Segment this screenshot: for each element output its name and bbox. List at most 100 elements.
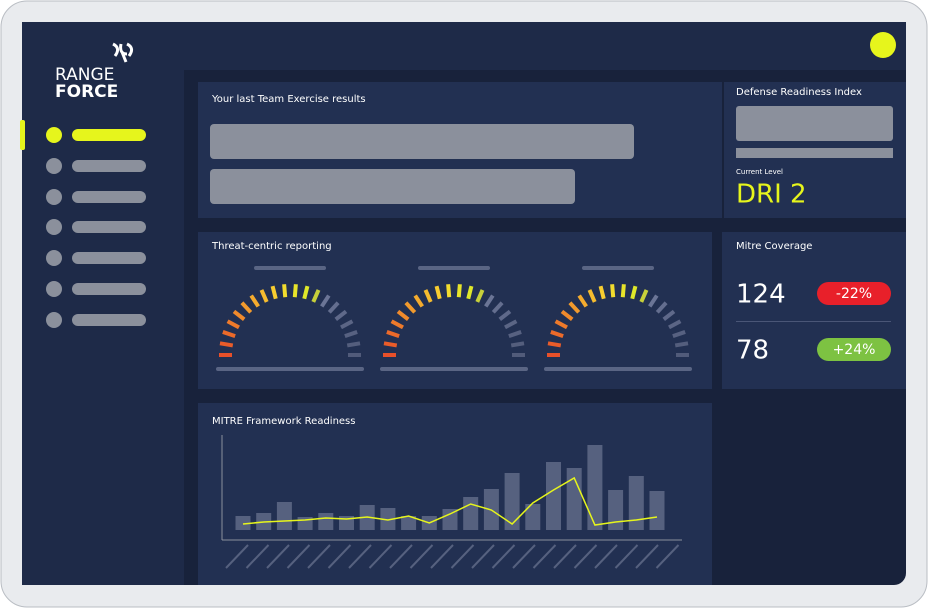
placeholder <box>254 266 326 270</box>
gauge-segment <box>668 319 682 330</box>
gauge-segment <box>423 289 433 303</box>
hatch <box>450 544 475 569</box>
hatch <box>409 544 434 569</box>
gauge-segment <box>302 285 310 300</box>
menu-label <box>72 221 146 233</box>
gauge-segment <box>259 289 269 303</box>
gauge-segment <box>504 319 518 330</box>
gauge-segment <box>226 319 240 330</box>
hatch <box>307 544 331 569</box>
gauge-segment <box>434 285 442 300</box>
topbar <box>184 22 906 70</box>
hatch <box>225 544 249 569</box>
badge <box>817 338 891 361</box>
gauge-segment <box>672 330 686 339</box>
logo-icon <box>112 42 134 63</box>
gauge-segment <box>270 285 278 300</box>
menu-item[interactable] <box>46 250 146 266</box>
placeholder <box>210 169 575 204</box>
badge <box>817 282 891 305</box>
menu-item[interactable] <box>46 158 146 174</box>
placeholder <box>380 367 528 371</box>
menu-icon <box>46 189 62 205</box>
menu-label <box>72 160 146 172</box>
gauge-segment <box>554 319 568 330</box>
metric: 124 <box>736 280 786 310</box>
placeholder <box>544 367 692 371</box>
hatch <box>512 544 536 569</box>
gauge-segment <box>219 341 234 348</box>
gauge-segment <box>510 341 525 348</box>
menu-label <box>72 252 146 264</box>
bar <box>401 516 417 530</box>
line <box>242 476 658 526</box>
menu-item[interactable] <box>46 219 146 235</box>
panel <box>722 232 906 389</box>
bar <box>235 516 251 530</box>
gauge-segment <box>386 330 400 339</box>
menu <box>20 120 146 328</box>
gauge-segment <box>655 301 668 314</box>
menu-item[interactable] <box>46 281 146 297</box>
gauge-segment <box>404 301 417 314</box>
gauge-segment <box>282 284 288 298</box>
bar <box>546 462 561 530</box>
gauge-segment <box>610 284 616 298</box>
gauge-segment <box>456 284 462 298</box>
hatch <box>573 544 598 569</box>
gauge-segment <box>466 285 474 300</box>
panel <box>198 232 712 389</box>
hatch <box>471 544 495 569</box>
gauge-segment <box>311 289 321 303</box>
bar <box>587 445 603 530</box>
gauge-segment <box>568 301 581 314</box>
hatch <box>655 544 680 569</box>
placeholder <box>582 266 654 270</box>
menu-item[interactable] <box>46 127 146 143</box>
bar <box>608 490 624 530</box>
hatch <box>327 544 352 569</box>
placeholder <box>736 106 893 141</box>
hatch <box>614 544 639 569</box>
bar <box>380 508 396 530</box>
gauge-segment <box>222 330 236 339</box>
menu-label <box>72 129 146 141</box>
gauge-segment <box>320 294 331 308</box>
placeholder <box>216 367 364 371</box>
menu-item[interactable] <box>46 312 146 328</box>
gauge-segment <box>413 294 424 308</box>
placeholder <box>418 266 490 270</box>
logo-text: RANGE <box>55 65 114 85</box>
gauge-segment <box>587 289 597 303</box>
panel-title: Your last Team Exercise results <box>211 94 366 105</box>
panel <box>198 403 712 585</box>
panel-title: MITRE Framework Readiness <box>212 416 355 427</box>
hatch <box>348 544 372 569</box>
gauge-segment <box>240 301 253 314</box>
menu-icon <box>46 250 62 266</box>
menu-item[interactable] <box>46 189 146 205</box>
hatch <box>286 544 311 569</box>
chart <box>221 435 682 569</box>
gauge-segment <box>232 309 246 321</box>
gauge-segment <box>390 319 404 330</box>
hatch <box>553 544 577 569</box>
gauge-segment <box>475 289 485 303</box>
dri-level: DRI 2 <box>736 180 807 210</box>
gauge-segment <box>547 341 562 348</box>
gauge-segment <box>334 309 348 321</box>
bar <box>525 504 541 530</box>
hatch <box>491 544 516 569</box>
hatch <box>266 544 290 569</box>
metric: 78 <box>736 336 769 366</box>
gauge-segment <box>446 284 452 298</box>
badge-text: -22% <box>836 286 872 302</box>
bar <box>318 513 334 530</box>
hatch <box>532 544 557 569</box>
divider <box>736 321 891 322</box>
gauge-segment <box>550 330 564 339</box>
placeholder <box>210 124 634 159</box>
gauge-segment <box>249 294 260 308</box>
avatar[interactable] <box>870 32 896 58</box>
